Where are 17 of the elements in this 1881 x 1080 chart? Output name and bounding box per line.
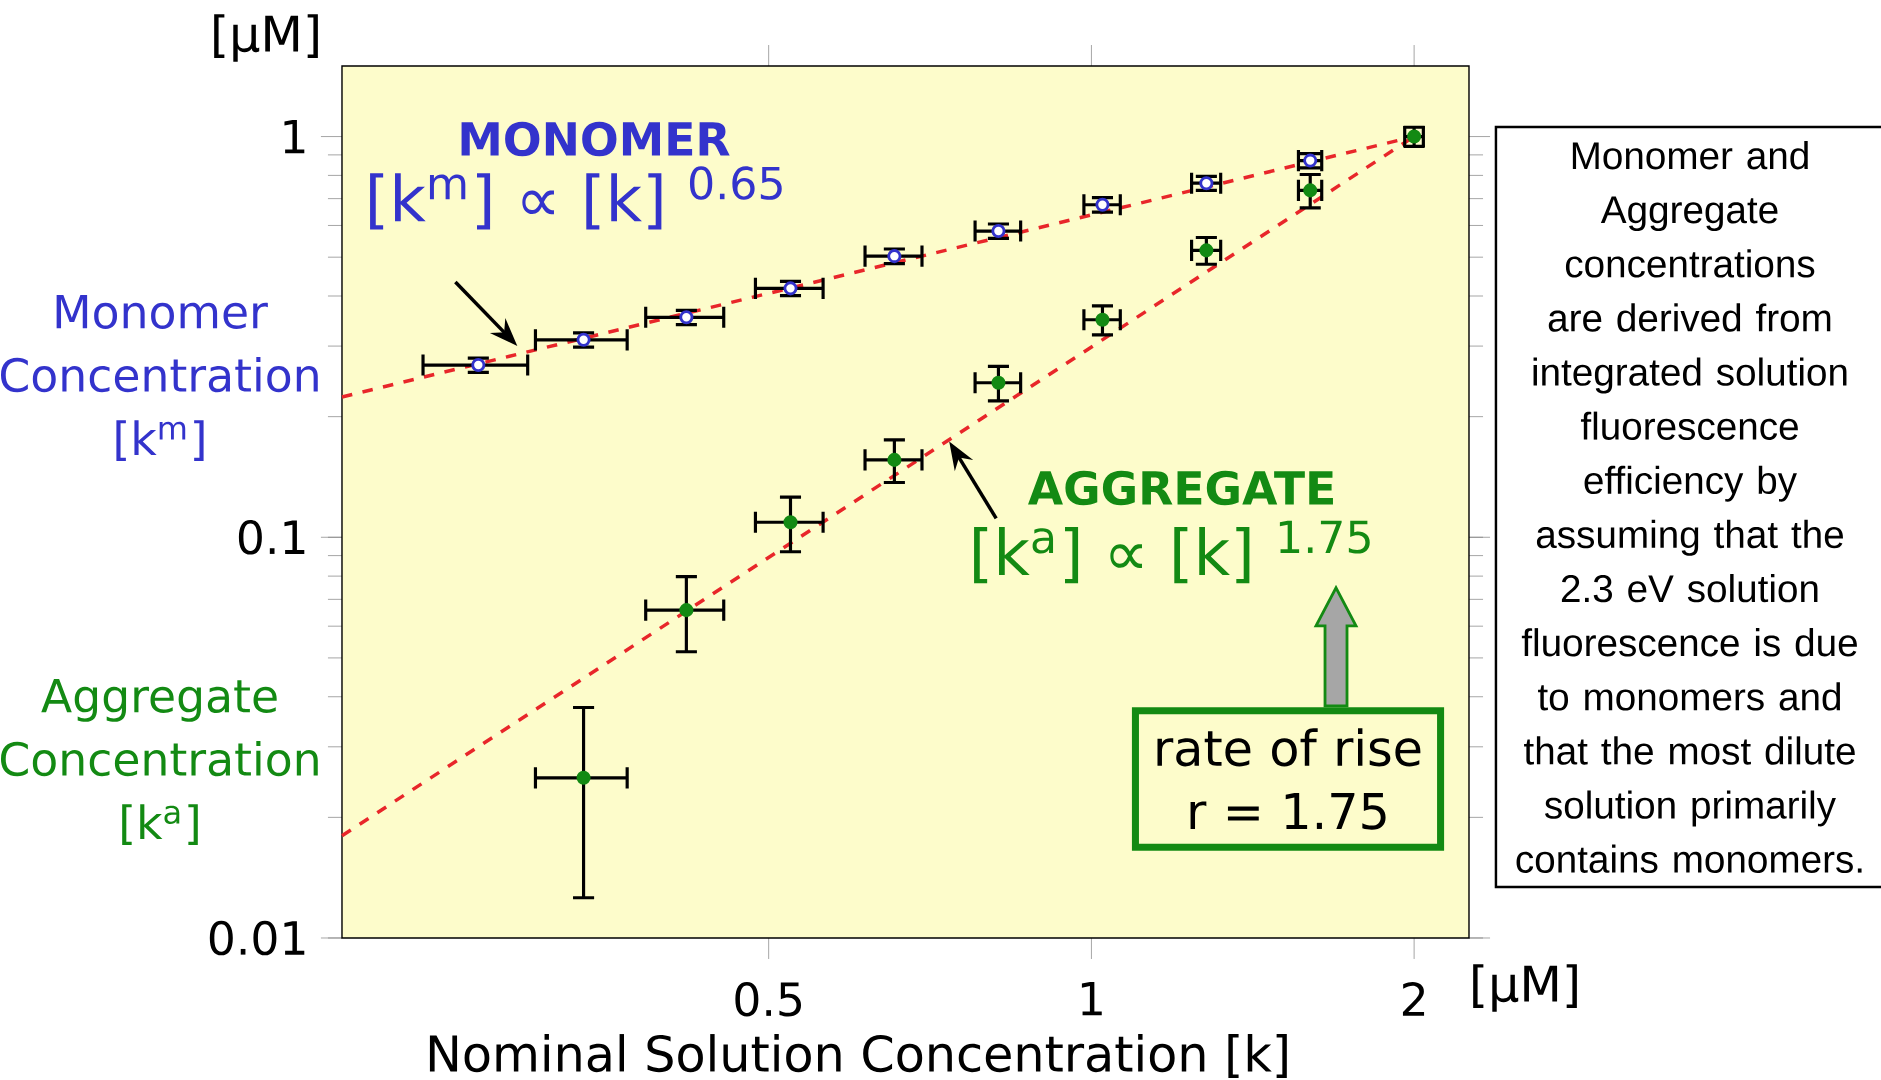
x-tick-label: 1 xyxy=(1081,981,1102,1016)
text: Monomer and Aggregate concentrations are derived from integrated solution fluorescence efficiency by assuming that the 2.3 eV solution fluorescence is due to monomers and that the most dilute solution primarily contains monomers. xyxy=(1516,140,1862,873)
annotation: [k$^{a}$] ∝ [k] $^{1.75}$ xyxy=(974,520,1370,584)
y-tick-label: 1 xyxy=(284,119,305,154)
text: Aggregate Concentration [k$^{a}$] xyxy=(0,679,318,845)
annotation: AGGREGATE xyxy=(1028,470,1333,506)
x-tick-label: 0.5 xyxy=(735,981,802,1017)
x-axis-title: Nominal Solution Concentration [k] xyxy=(429,1034,1287,1078)
text: Monomer Concentration [k$^{m}$] xyxy=(0,295,318,461)
annotation: MONOMER xyxy=(461,121,730,157)
text: [μM] xyxy=(1473,964,1577,1012)
x-tick-label: 2 xyxy=(1402,981,1425,1016)
y-axis-title: [μM] xyxy=(214,14,318,62)
annotation: rate of rise r = 1.75 xyxy=(1157,728,1421,830)
y-tick-label: 0.1 xyxy=(238,520,305,555)
annotation: [k$^{m}$] ∝ [k] $^{0.65}$ xyxy=(370,166,782,230)
y-tick-label: 0.01 xyxy=(209,920,305,956)
